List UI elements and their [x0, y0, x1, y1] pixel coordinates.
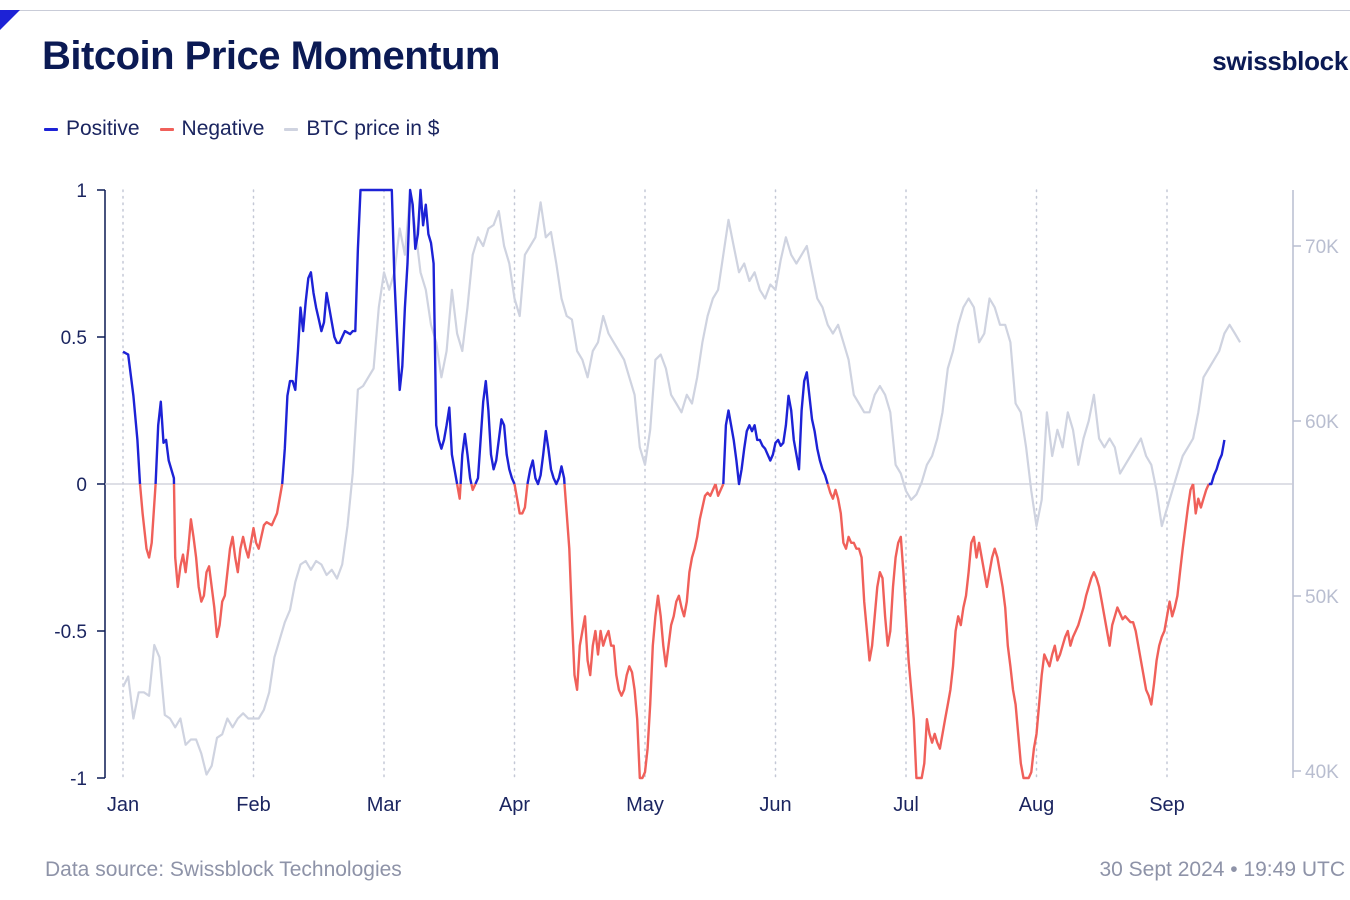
x-tick-label: Feb — [236, 794, 270, 816]
x-tick-label: Jun — [759, 794, 791, 816]
x-tick-label: May — [626, 794, 664, 816]
right-tick-label: 60K — [1305, 412, 1339, 433]
x-tick-label: Mar — [367, 794, 402, 816]
data-source: Data source: Swissblock Technologies — [45, 858, 402, 881]
x-tick-label: Apr — [499, 794, 530, 816]
legend-item-positive: Positive — [44, 117, 140, 141]
right-tick-label: 70K — [1305, 237, 1339, 258]
left-tick-label: 1 — [76, 181, 87, 202]
momentum-positive-segment — [526, 429, 566, 486]
momentum-negative-segment — [1191, 483, 1210, 515]
x-tick-label: Jan — [107, 794, 139, 816]
right-tick-label: 40K — [1305, 762, 1339, 783]
momentum-negative-segment — [563, 483, 717, 780]
legend-label-negative: Negative — [181, 117, 265, 140]
momentum-negative-segment — [826, 483, 1195, 780]
momentum-positive-segment — [281, 188, 459, 485]
chart-title: Bitcoin Price Momentum — [42, 34, 500, 78]
left-tick-label: -1 — [70, 769, 87, 790]
legend-item-btc-price: BTC price in $ — [284, 117, 439, 141]
left-tick-label: -0.5 — [54, 622, 87, 643]
momentum-positive-segment — [122, 350, 142, 485]
right-tick-label: 50K — [1305, 587, 1339, 608]
legend-item-negative: Negative — [159, 117, 265, 141]
momentum-negative-segment — [513, 483, 529, 515]
momentum-positive-segment — [154, 400, 176, 485]
left-tick-label: 0.5 — [61, 328, 87, 349]
btc-price-line — [122, 192, 1242, 776]
legend-swatch-positive — [44, 127, 58, 131]
legend-label-positive: Positive — [66, 117, 140, 140]
left-tick-label: 0 — [76, 475, 87, 496]
corner-accent — [0, 10, 20, 30]
x-tick-label: Sep — [1149, 794, 1185, 816]
x-tick-label: Aug — [1019, 794, 1055, 816]
legend-swatch-btc-price — [284, 127, 299, 131]
momentum-negative-segment — [714, 483, 725, 497]
legend-swatch-negative — [159, 127, 174, 131]
legend: Positive Negative BTC price in $ — [44, 117, 439, 141]
momentum-positive-segment — [459, 432, 473, 485]
momentum-negative-segment — [470, 483, 477, 492]
legend-label-btc-price: BTC price in $ — [306, 117, 440, 140]
top-rule — [0, 10, 1350, 11]
x-tick-label: Jul — [893, 794, 919, 816]
momentum-positive-segment — [474, 379, 516, 485]
brand-logo: swissblock — [1212, 46, 1348, 76]
momentum-positive-segment — [722, 371, 829, 486]
momentum-negative-segment — [172, 483, 284, 639]
momentum-positive-segment — [1208, 439, 1226, 486]
timestamp: 30 Sept 2024 • 19:49 UTC — [1099, 858, 1345, 881]
momentum-negative-segment — [138, 483, 157, 559]
momentum-negative-segment — [455, 483, 462, 500]
